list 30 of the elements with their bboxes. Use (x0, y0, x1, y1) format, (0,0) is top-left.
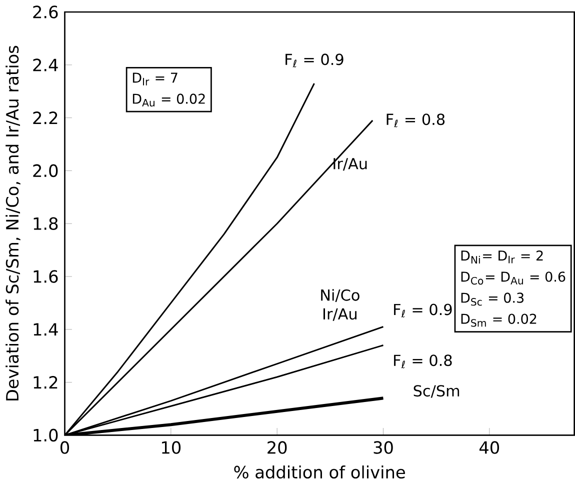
annotation: D$_{Sm}$ = 0.02 (461, 314, 536, 327)
annotation: Ir/Au (323, 308, 356, 321)
annotation: D$_{Co}$= D$_{Au}$ = 0.6 (461, 271, 566, 285)
annotation: F$_{ℓ}$ = 0.9 (286, 54, 344, 68)
annotation: D$_{Ir}$ = 7 (132, 72, 178, 86)
y-tick-label: 1.2 (34, 376, 58, 388)
y-tick-label: 1.8 (34, 217, 58, 230)
annotation: F$_{ℓ}$ = 0.8 (386, 114, 445, 128)
annotation: D$_{Ni}$= D$_{Ir}$ = 2 (461, 250, 543, 264)
y-axis-title: Deviation of Sc/Sm, Ni/Co, and Ir/Au ratios (6, 46, 20, 400)
x-tick-label: 10 (162, 441, 181, 454)
annotation: F$_{ℓ}$ = 0.9 (394, 304, 452, 318)
y-tick-label: 1.0 (34, 428, 58, 442)
annotation: Ni/Co (321, 288, 360, 302)
x-axis-title: % addition of olivine (234, 465, 405, 478)
x-tick-label: 0 (60, 441, 70, 454)
annotation: F$_{ℓ}$ = 0.8 (394, 354, 452, 368)
y-tick-label: 2.0 (33, 164, 58, 177)
y-tick-label: 2.2 (33, 111, 58, 124)
annotation: D$_{Au}$ = 0.02 (132, 94, 205, 106)
y-tick-label: 1.4 (34, 323, 58, 336)
annotation: Ir/Au (334, 158, 367, 171)
x-tick-label: 30 (374, 441, 393, 454)
annotation: Sc/Sm (414, 385, 460, 398)
y-tick-label: 1.6 (34, 270, 58, 283)
y-tick-label: 2.6 (33, 6, 58, 18)
x-tick-label: 40 (479, 441, 500, 454)
x-tick-label: 20 (268, 441, 287, 454)
annotation: D$_{Sc}$ = 0.3 (461, 292, 524, 306)
y-tick-label: 2.4 (33, 58, 58, 72)
